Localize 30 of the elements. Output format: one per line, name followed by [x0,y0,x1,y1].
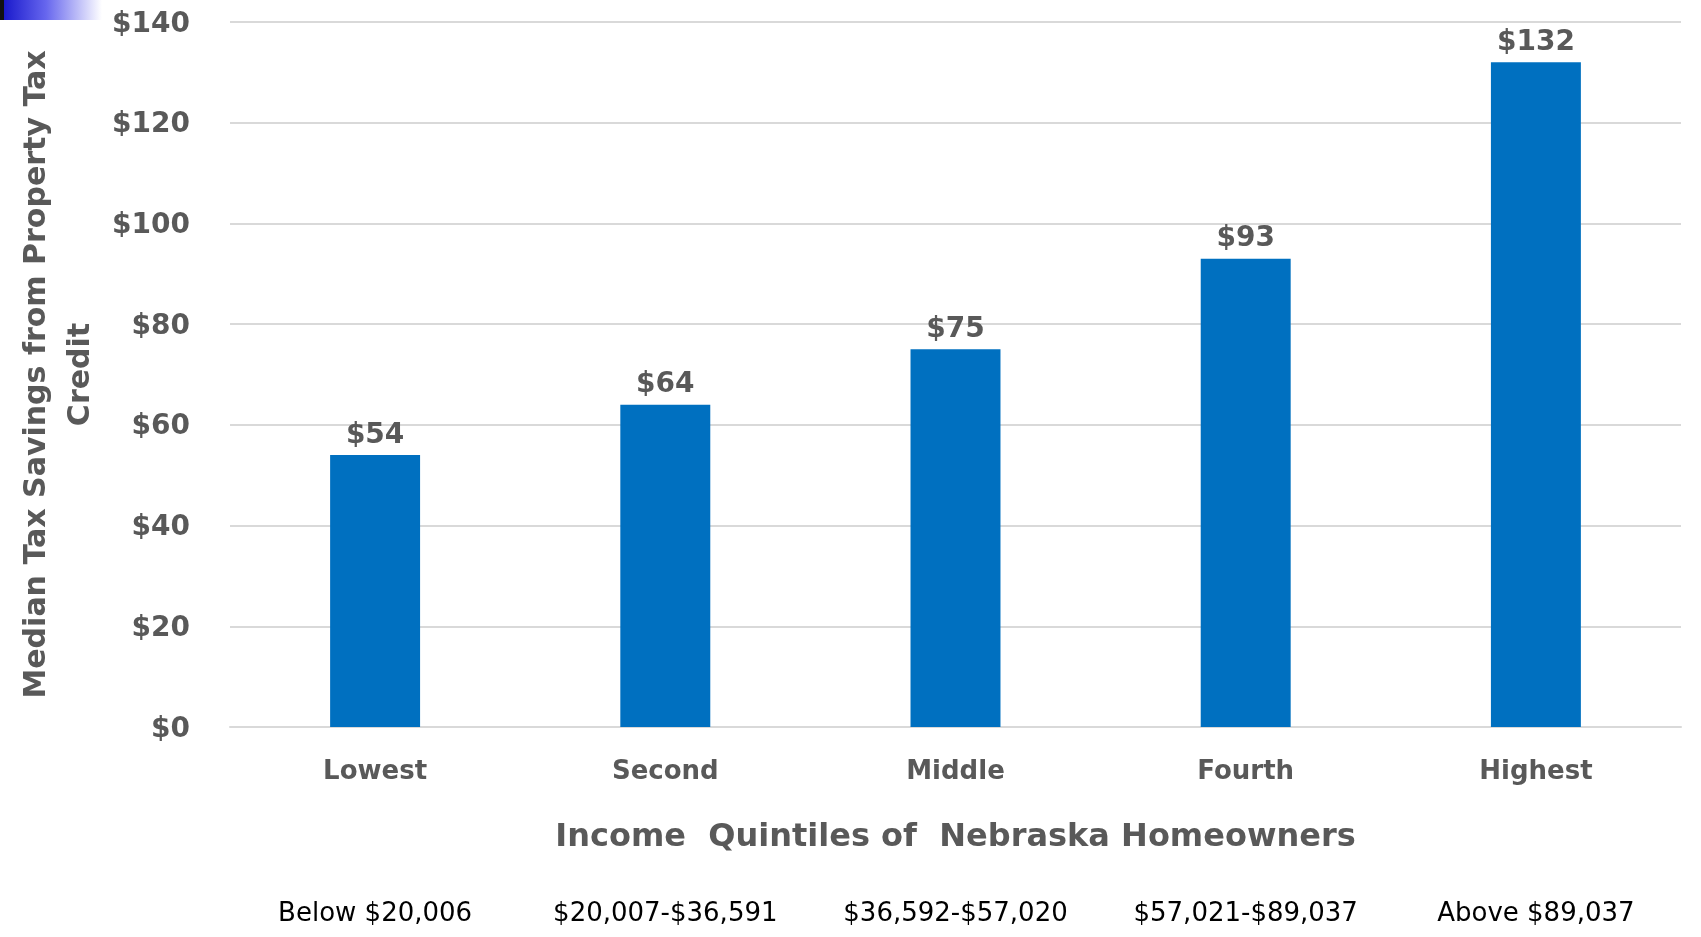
y-tick-label: $120 [112,106,190,140]
bar [620,404,711,727]
x-tick-label: Second [611,755,719,785]
bar [910,349,1001,727]
x-axis-title: Income Quintiles of Nebraska Homeowners [555,816,1356,854]
text: $20,007-$36,591 [553,897,778,927]
text: Above $89,037 [1437,897,1635,927]
y-tick-label: $100 [112,206,190,240]
y-axis-title: Median Tax Savings from Property Tax Credit [16,50,96,699]
text: Below $20,006 [278,897,473,927]
y-tick-label: $60 [131,408,190,442]
data-label: $75 [926,310,985,344]
data-label: $64 [636,366,695,400]
bar [1200,258,1291,727]
y-tick-label: $0 [151,710,190,744]
x-tick-label: Lowest [323,755,428,785]
text: $57,021-$89,037 [1133,897,1358,927]
data-label: $132 [1496,23,1575,57]
data-label: $93 [1216,220,1275,254]
bar [330,455,421,727]
text: $36,592-$57,020 [843,897,1068,927]
y-tick-label: $140 [112,5,190,39]
x-tick-label: Highest [1479,755,1593,785]
x-tick-label: Fourth [1197,755,1295,785]
bar [1490,62,1581,727]
data-label: $54 [345,416,405,450]
x-tick-label: Middle [906,755,1005,785]
y-tick-label: $40 [131,509,190,543]
y-tick-label: $80 [131,307,190,341]
y-tick-label: $20 [131,609,190,643]
